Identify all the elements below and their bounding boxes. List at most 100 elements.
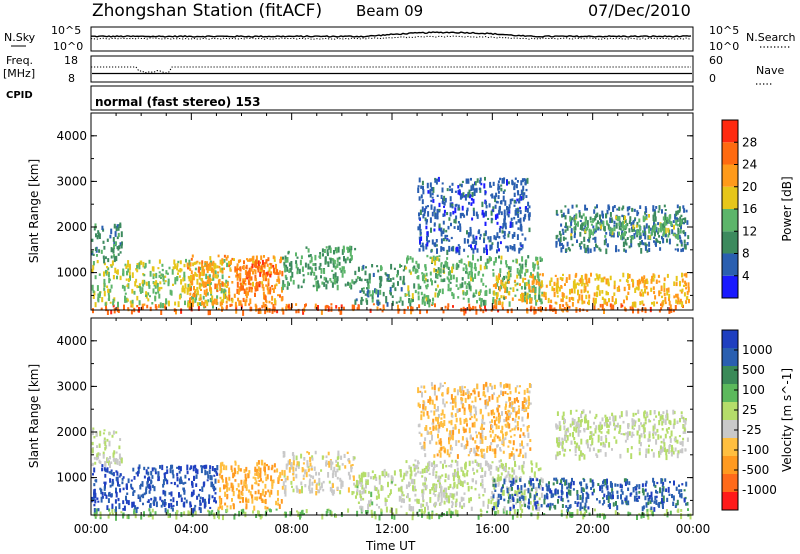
data-cell xyxy=(365,266,367,269)
data-cell xyxy=(133,510,136,515)
data-cell xyxy=(609,212,612,217)
data-cell xyxy=(110,255,113,259)
data-cell xyxy=(636,210,639,217)
data-cell xyxy=(326,249,329,255)
data-cell xyxy=(205,299,207,304)
data-cell xyxy=(225,256,228,261)
data-cell xyxy=(190,274,192,281)
data-cell xyxy=(380,484,383,489)
data-cell xyxy=(316,482,319,486)
data-cell xyxy=(397,487,400,492)
data-cell xyxy=(408,298,411,304)
data-cell xyxy=(273,469,276,473)
data-cell xyxy=(475,480,478,485)
data-cell xyxy=(652,477,655,483)
data-cell xyxy=(479,264,482,271)
data-cell xyxy=(594,206,597,209)
data-cell xyxy=(180,268,183,272)
data-cell xyxy=(494,283,497,287)
data-cell xyxy=(137,468,140,474)
data-cell xyxy=(125,265,128,269)
data-cell xyxy=(251,494,253,499)
data-cell xyxy=(499,382,502,386)
data-cell xyxy=(309,456,312,463)
data-cell xyxy=(355,298,358,302)
date-label: 07/Dec/2010 xyxy=(588,1,691,20)
data-cell xyxy=(420,509,423,516)
data-cell xyxy=(513,454,516,461)
data-cell xyxy=(343,269,346,274)
data-cell xyxy=(447,307,449,311)
data-cell xyxy=(526,269,529,273)
data-cell xyxy=(188,259,191,266)
data-cell xyxy=(484,213,487,217)
data-cell xyxy=(513,244,516,249)
data-cell xyxy=(421,199,424,205)
data-cell xyxy=(605,278,608,285)
data-cell xyxy=(148,490,151,494)
data-cell xyxy=(256,285,259,291)
data-cell xyxy=(415,260,418,265)
data-cell xyxy=(488,288,491,294)
data-cell xyxy=(450,236,453,240)
data-cell xyxy=(131,299,134,304)
data-cell xyxy=(637,286,640,291)
data-cell xyxy=(111,512,114,515)
data-cell xyxy=(360,278,363,282)
data-cell xyxy=(102,432,105,435)
data-cell xyxy=(321,248,324,253)
data-cell xyxy=(668,214,671,221)
data-cell xyxy=(516,498,519,503)
data-cell xyxy=(452,293,455,299)
data-cell xyxy=(206,292,209,296)
data-cell xyxy=(104,461,107,467)
data-cell xyxy=(468,394,471,399)
data-cell xyxy=(132,467,135,472)
data-cell xyxy=(96,260,99,264)
data-cell xyxy=(410,470,413,477)
nave-tick-bottom: 0 xyxy=(709,72,716,85)
data-cell xyxy=(452,210,455,215)
data-cell xyxy=(680,248,683,253)
data-cell xyxy=(257,474,260,480)
data-cell xyxy=(621,304,624,307)
data-cell xyxy=(478,493,481,497)
data-cell xyxy=(503,384,506,387)
data-cell xyxy=(470,185,473,191)
data-cell xyxy=(222,514,224,521)
data-cell xyxy=(418,217,421,220)
data-cell xyxy=(578,210,581,214)
data-cell xyxy=(289,511,292,514)
data-cell xyxy=(456,510,459,515)
data-cell xyxy=(652,209,655,212)
data-cell xyxy=(683,273,686,277)
data-cell xyxy=(501,411,503,416)
data-cell xyxy=(420,245,422,248)
data-cell xyxy=(377,289,380,296)
data-cell xyxy=(101,464,104,468)
data-cell xyxy=(662,237,665,244)
data-cell xyxy=(151,467,154,472)
data-cell xyxy=(341,480,344,487)
data-cell xyxy=(138,263,141,270)
data-cell xyxy=(496,213,499,219)
data-cell xyxy=(188,286,191,292)
data-cell xyxy=(281,485,284,490)
data-cell xyxy=(683,222,685,225)
data-cell xyxy=(465,264,468,270)
data-cell xyxy=(421,391,423,398)
data-cell xyxy=(578,243,581,247)
data-cell xyxy=(476,448,479,452)
data-cell xyxy=(145,469,148,475)
data-cell xyxy=(484,299,487,306)
data-cell xyxy=(126,492,129,495)
data-cell xyxy=(216,287,219,292)
data-cell xyxy=(213,298,216,305)
data-cell xyxy=(253,269,256,272)
data-cell xyxy=(107,258,110,263)
data-cell xyxy=(554,274,557,277)
data-cell xyxy=(261,305,264,309)
data-cell xyxy=(350,255,353,260)
data-cell xyxy=(493,502,496,508)
data-cell xyxy=(223,282,226,286)
